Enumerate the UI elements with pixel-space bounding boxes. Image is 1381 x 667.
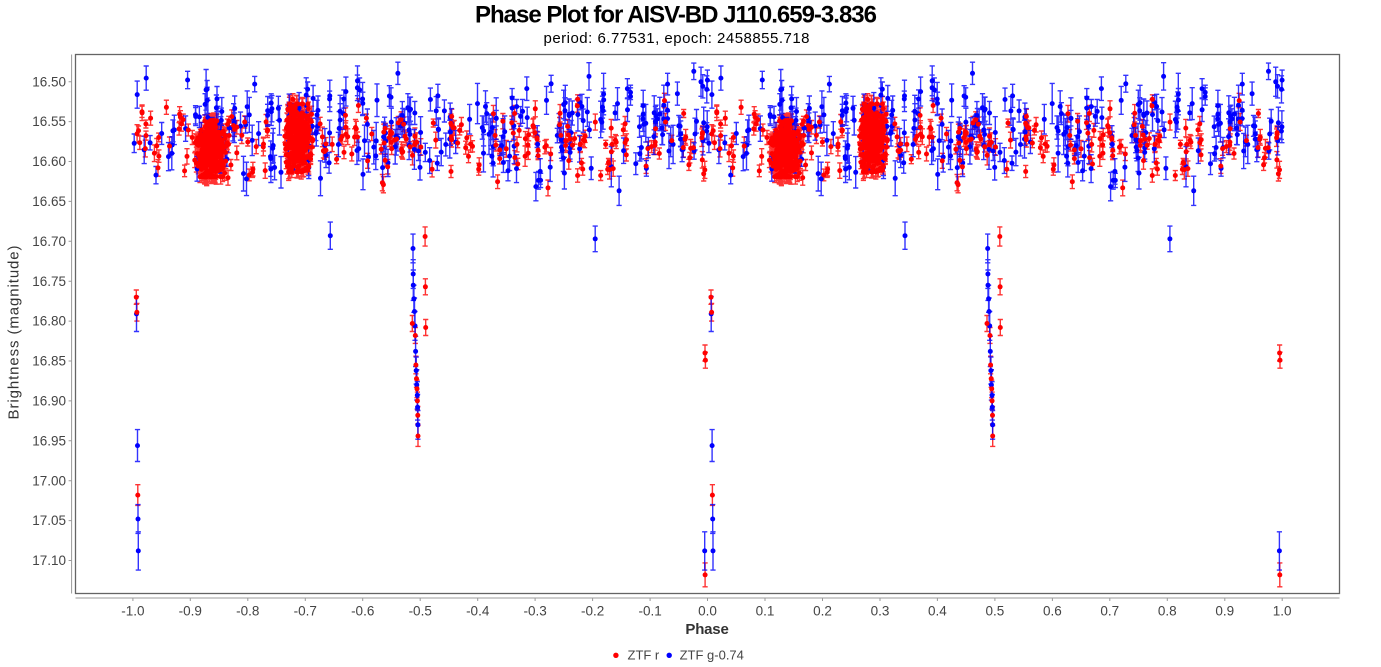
svg-text:16.95: 16.95 [32, 433, 66, 448]
svg-text:16.70: 16.70 [32, 234, 66, 249]
svg-text:17.00: 17.00 [32, 473, 66, 488]
svg-text:0.0: 0.0 [698, 604, 717, 619]
svg-text:1.0: 1.0 [1273, 604, 1292, 619]
svg-text:-0.9: -0.9 [179, 604, 202, 619]
svg-text:16.65: 16.65 [32, 194, 66, 209]
svg-text:-1.0: -1.0 [121, 604, 144, 619]
svg-text:16.80: 16.80 [32, 314, 66, 329]
svg-text:-0.3: -0.3 [523, 604, 546, 619]
svg-text:16.60: 16.60 [32, 154, 66, 169]
svg-text:0.1: 0.1 [756, 604, 775, 619]
svg-text:ZTF r: ZTF r [628, 648, 660, 663]
svg-text:0.8: 0.8 [1158, 604, 1177, 619]
svg-text:-0.4: -0.4 [466, 604, 490, 619]
svg-text:-0.7: -0.7 [294, 604, 317, 619]
svg-text:0.3: 0.3 [871, 604, 890, 619]
svg-text:16.50: 16.50 [32, 74, 66, 89]
svg-text:-0.5: -0.5 [409, 604, 432, 619]
svg-text:-0.2: -0.2 [581, 604, 604, 619]
svg-text:-0.6: -0.6 [351, 604, 374, 619]
svg-text:0.6: 0.6 [1043, 604, 1062, 619]
svg-text:0.5: 0.5 [986, 604, 1005, 619]
svg-text:17.10: 17.10 [32, 553, 66, 568]
svg-text:16.90: 16.90 [32, 394, 66, 409]
svg-text:0.9: 0.9 [1215, 604, 1234, 619]
svg-text:ZTF g-0.74: ZTF g-0.74 [680, 648, 744, 663]
svg-text:-0.1: -0.1 [638, 604, 661, 619]
svg-text:17.05: 17.05 [32, 513, 66, 528]
svg-text:16.55: 16.55 [32, 114, 66, 129]
svg-text:16.85: 16.85 [32, 354, 66, 369]
svg-text:period: 6.77531, epoch: 245885: period: 6.77531, epoch: 2458855.718 [544, 30, 810, 47]
svg-text:Phase: Phase [685, 621, 728, 638]
svg-text:0.2: 0.2 [813, 604, 832, 619]
svg-text:Phase Plot for AISV-BD J110.65: Phase Plot for AISV-BD J110.659-3.836 [475, 2, 877, 29]
svg-text:Brightness (magnitude): Brightness (magnitude) [6, 245, 23, 420]
svg-text:0.4: 0.4 [928, 604, 947, 619]
svg-text:16.75: 16.75 [32, 274, 66, 289]
svg-text:-0.8: -0.8 [236, 604, 259, 619]
svg-text:0.7: 0.7 [1100, 604, 1119, 619]
